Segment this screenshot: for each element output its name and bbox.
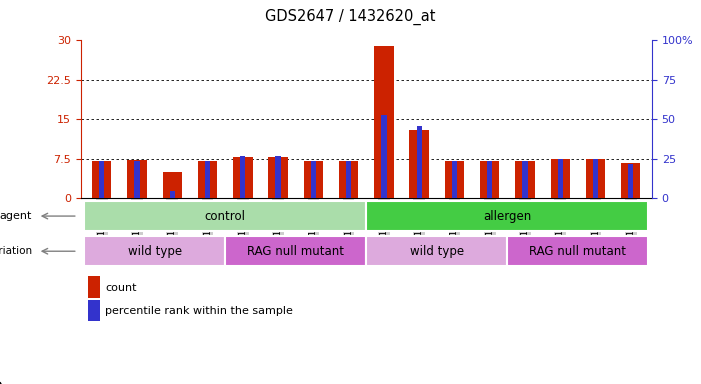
- Bar: [225, 237, 367, 266]
- Bar: [487, 161, 492, 199]
- Bar: [275, 156, 281, 199]
- Bar: [339, 161, 358, 199]
- Bar: [163, 172, 182, 199]
- Text: allergen: allergen: [483, 210, 531, 223]
- Bar: [367, 237, 508, 266]
- Bar: [586, 159, 605, 199]
- Bar: [128, 160, 147, 199]
- Text: genotype/variation: genotype/variation: [0, 246, 32, 256]
- Bar: [522, 161, 528, 199]
- Bar: [135, 161, 139, 199]
- Bar: [451, 161, 457, 199]
- Bar: [515, 161, 535, 199]
- Bar: [304, 161, 323, 199]
- Text: count: count: [105, 283, 137, 293]
- Bar: [170, 190, 175, 199]
- Bar: [233, 157, 252, 199]
- Bar: [480, 161, 499, 199]
- Bar: [198, 161, 217, 199]
- Bar: [268, 157, 288, 199]
- Bar: [92, 161, 111, 199]
- Bar: [416, 126, 422, 199]
- Text: RAG null mutant: RAG null mutant: [529, 245, 627, 258]
- Bar: [557, 159, 563, 199]
- Bar: [240, 156, 245, 199]
- Bar: [367, 201, 648, 231]
- Bar: [409, 130, 429, 199]
- Bar: [508, 237, 648, 266]
- Bar: [381, 115, 386, 199]
- Bar: [84, 201, 367, 231]
- Text: wild type: wild type: [410, 245, 464, 258]
- Text: agent: agent: [0, 211, 32, 221]
- Bar: [444, 161, 464, 199]
- Text: control: control: [205, 210, 246, 223]
- Bar: [205, 161, 210, 199]
- Text: percentile rank within the sample: percentile rank within the sample: [105, 306, 293, 316]
- Text: GDS2647 / 1432620_at: GDS2647 / 1432620_at: [265, 9, 436, 25]
- Bar: [346, 161, 351, 199]
- Bar: [550, 159, 570, 199]
- Bar: [621, 163, 641, 199]
- Text: RAG null mutant: RAG null mutant: [247, 245, 344, 258]
- Bar: [99, 161, 104, 199]
- Bar: [374, 46, 393, 199]
- Bar: [84, 237, 225, 266]
- Bar: [593, 159, 598, 199]
- Text: wild type: wild type: [128, 245, 182, 258]
- Bar: [311, 161, 316, 199]
- Bar: [628, 164, 634, 199]
